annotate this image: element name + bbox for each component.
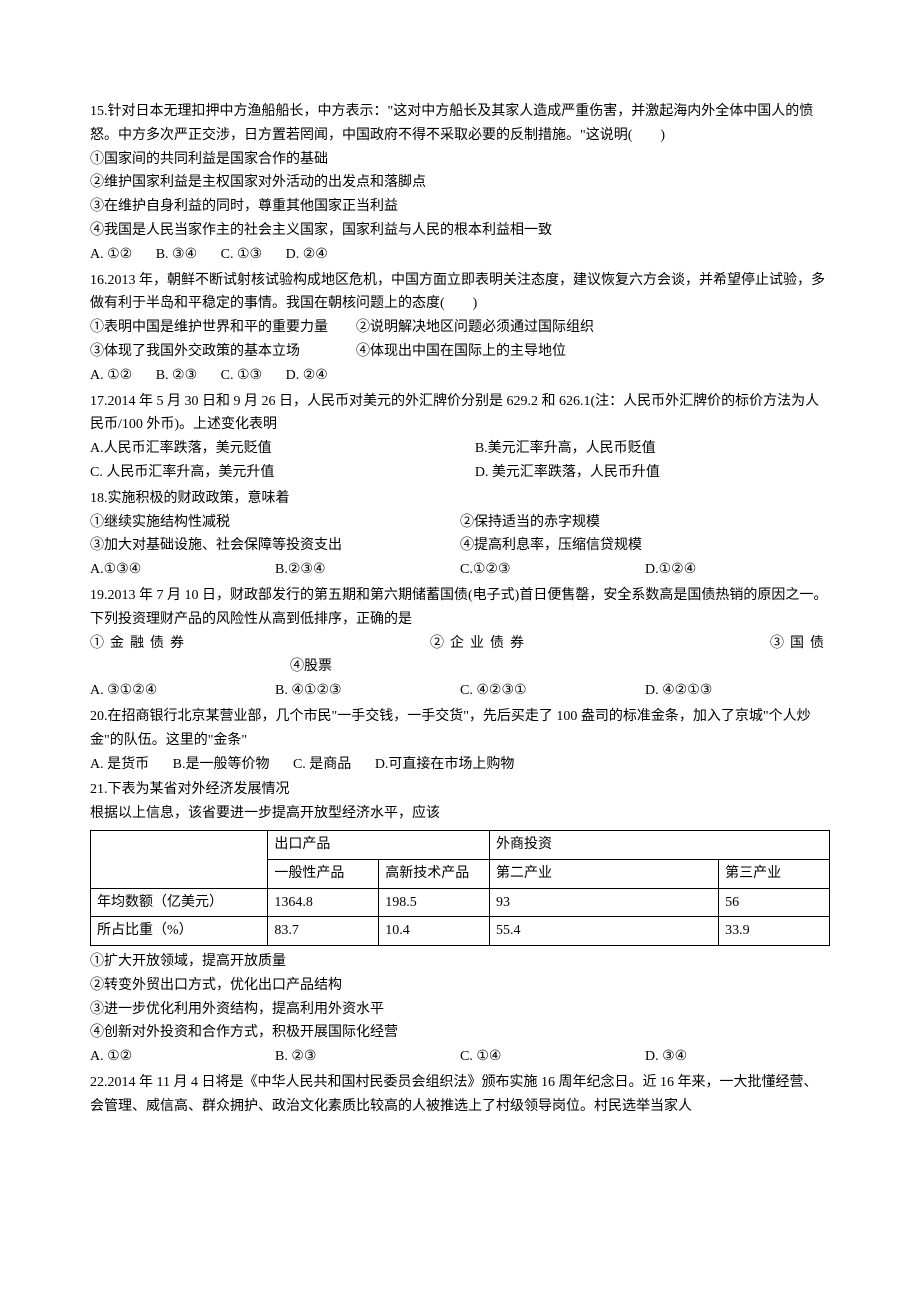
q19-opt-c: C. ④②③① xyxy=(460,679,645,703)
q17-stem: 17.2014 年 5 月 30 日和 9 月 26 日，人民币对美元的外汇牌价… xyxy=(90,390,830,438)
question-18: 18.实施积极的财政政策，意味着 ①继续实施结构性减税 ②保持适当的赤字规模 ③… xyxy=(90,487,830,582)
q18-s1: ①继续实施结构性减税 xyxy=(90,511,460,535)
q15-s2: ②维护国家利益是主权国家对外活动的出发点和落脚点 xyxy=(90,171,830,195)
q19-stem: 19.2013 年 7 月 10 日，财政部发行的第五期和第六期储蓄国债(电子式… xyxy=(90,584,830,632)
q17-opt-a: A.人民币汇率跌落，美元贬值 xyxy=(90,437,445,461)
q16-opt-d: D. ②④ xyxy=(286,368,328,383)
q18-options: A.①③④ B.②③④ C.①②③ D.①②④ xyxy=(90,558,830,582)
q18-opt-d: D.①②④ xyxy=(645,558,830,582)
q19-s4: ④股票 xyxy=(290,659,332,674)
r1-v0: 1364.8 xyxy=(268,888,379,917)
q18-opt-c: C.①②③ xyxy=(460,558,645,582)
th-ter: 第三产业 xyxy=(719,859,830,888)
q18-s4: ④提高利息率，压缩信贷规模 xyxy=(460,534,830,558)
q15-stem: 15.针对日本无理扣押中方渔船船长，中方表示："这对中方船长及其家人造成严重伤害… xyxy=(90,100,830,148)
q16-stem: 16.2013 年，朝鲜不断试射核试验构成地区危机，中国方面立即表明关注态度，建… xyxy=(90,269,830,317)
q20-opt-d: D.可直接在市场上购物 xyxy=(375,757,515,772)
r1-v3: 56 xyxy=(719,888,830,917)
th-hitech: 高新技术产品 xyxy=(379,859,490,888)
r1-label: 年均数额（亿美元） xyxy=(91,888,268,917)
r2-v2: 55.4 xyxy=(490,917,719,946)
q18-r1: ①继续实施结构性减税 ②保持适当的赤字规模 xyxy=(90,511,830,535)
r2-v3: 33.9 xyxy=(719,917,830,946)
q17-opt-b: B.美元汇率升高，人民币贬值 xyxy=(475,437,830,461)
table-row: 年均数额（亿美元） 1364.8 198.5 93 56 xyxy=(91,888,830,917)
r2-v0: 83.7 xyxy=(268,917,379,946)
q15-s4: ④我国是人民当家作主的社会主义国家，国家利益与人民的根本利益相一致 xyxy=(90,219,830,243)
q22-stem: 22.2014 年 11 月 4 日将是《中华人民共和国村民委员会组织法》颁布实… xyxy=(90,1071,830,1119)
th-fdi: 外商投资 xyxy=(490,830,830,859)
q15-opt-c: C. ①③ xyxy=(221,247,262,262)
q21-opt-c: C. ①④ xyxy=(460,1045,645,1069)
q18-s3: ③加大对基础设施、社会保障等投资支出 xyxy=(90,534,460,558)
q21-opt-d: D. ③④ xyxy=(645,1045,830,1069)
q21-table: 出口产品 外商投资 一般性产品 高新技术产品 第二产业 第三产业 年均数额（亿美… xyxy=(90,830,830,946)
q20-opt-b: B.是一般等价物 xyxy=(173,757,270,772)
question-22: 22.2014 年 11 月 4 日将是《中华人民共和国村民委员会组织法》颁布实… xyxy=(90,1071,830,1119)
q21-stem1: 21.下表为某省对外经济发展情况 xyxy=(90,778,830,802)
q15-options: A. ①② B. ③④ C. ①③ D. ②④ xyxy=(90,243,830,267)
q15-opt-b: B. ③④ xyxy=(156,247,197,262)
q19-items-2: ④股票 xyxy=(90,655,830,679)
q19-s3: ③国债 xyxy=(770,632,830,656)
q20-opt-a: A. 是货币 xyxy=(90,757,149,772)
q16-s34: ③体现了我国外交政策的基本立场 ④体现出中国在国际上的主导地位 xyxy=(90,340,830,364)
q21-s2: ②转变外贸出口方式，优化出口产品结构 xyxy=(90,974,830,998)
q17-row2: C. 人民币汇率升高，美元升值 D. 美元汇率跌落，人民币升值 xyxy=(90,461,830,485)
question-15: 15.针对日本无理扣押中方渔船船长，中方表示："这对中方船长及其家人造成严重伤害… xyxy=(90,100,830,267)
q19-options: A. ③①②④ B. ④①②③ C. ④②③① D. ④②①③ xyxy=(90,679,830,703)
q16-options: A. ①② B. ②③ C. ①③ D. ②④ xyxy=(90,364,830,388)
q19-opt-b: B. ④①②③ xyxy=(275,679,460,703)
r2-v1: 10.4 xyxy=(379,917,490,946)
q17-opt-c: C. 人民币汇率升高，美元升值 xyxy=(90,461,445,485)
r2-label: 所占比重（%） xyxy=(91,917,268,946)
q21-stem2: 根据以上信息，该省要进一步提高开放型经济水平，应该 xyxy=(90,802,830,826)
table-row: 出口产品 外商投资 xyxy=(91,830,830,859)
q15-s3: ③在维护自身利益的同时，尊重其他国家正当利益 xyxy=(90,195,830,219)
table-row: 所占比重（%） 83.7 10.4 55.4 33.9 xyxy=(91,917,830,946)
th-general: 一般性产品 xyxy=(268,859,379,888)
question-21: 21.下表为某省对外经济发展情况 根据以上信息，该省要进一步提高开放型经济水平，… xyxy=(90,778,830,1069)
q16-opt-a: A. ①② xyxy=(90,368,132,383)
r1-v1: 198.5 xyxy=(379,888,490,917)
th-sec: 第二产业 xyxy=(490,859,719,888)
q21-s3: ③进一步优化利用外资结构，提高利用外资水平 xyxy=(90,998,830,1022)
q19-opt-a: A. ③①②④ xyxy=(90,679,275,703)
q20-options: A. 是货币 B.是一般等价物 C. 是商品 D.可直接在市场上购物 xyxy=(90,753,830,777)
q17-row1: A.人民币汇率跌落，美元贬值 B.美元汇率升高，人民币贬值 xyxy=(90,437,830,461)
th-export: 出口产品 xyxy=(268,830,490,859)
q19-s2: ②企业债券 xyxy=(430,632,530,656)
q19-items-1: ①金融债券 ②企业债券 ③国债 xyxy=(90,632,830,656)
q15-s1: ①国家间的共同利益是国家合作的基础 xyxy=(90,148,830,172)
q20-opt-c: C. 是商品 xyxy=(293,757,351,772)
q21-opt-b: B. ②③ xyxy=(275,1045,460,1069)
q18-opt-a: A.①③④ xyxy=(90,558,275,582)
question-19: 19.2013 年 7 月 10 日，财政部发行的第五期和第六期储蓄国债(电子式… xyxy=(90,584,830,703)
question-17: 17.2014 年 5 月 30 日和 9 月 26 日，人民币对美元的外汇牌价… xyxy=(90,390,830,485)
q21-opt-a: A. ①② xyxy=(90,1045,275,1069)
q16-s12: ①表明中国是维护世界和平的重要力量 ②说明解决地区问题必须通过国际组织 xyxy=(90,316,830,340)
question-20: 20.在招商银行北京某营业部，几个市民"一手交钱，一手交货"，先后买走了 100… xyxy=(90,705,830,776)
q21-s4: ④创新对外投资和合作方式，积极开展国际化经营 xyxy=(90,1021,830,1045)
q15-opt-d: D. ②④ xyxy=(286,247,328,262)
q15-opt-a: A. ①② xyxy=(90,247,132,262)
question-16: 16.2013 年，朝鲜不断试射核试验构成地区危机，中国方面立即表明关注态度，建… xyxy=(90,269,830,388)
q20-stem: 20.在招商银行北京某营业部，几个市民"一手交钱，一手交货"，先后买走了 100… xyxy=(90,705,830,753)
q18-stem: 18.实施积极的财政政策，意味着 xyxy=(90,487,830,511)
q18-r2: ③加大对基础设施、社会保障等投资支出 ④提高利息率，压缩信贷规模 xyxy=(90,534,830,558)
q21-options: A. ①② B. ②③ C. ①④ D. ③④ xyxy=(90,1045,830,1069)
q18-s2: ②保持适当的赤字规模 xyxy=(460,511,830,535)
q16-opt-b: B. ②③ xyxy=(156,368,197,383)
r1-v2: 93 xyxy=(490,888,719,917)
q19-s1: ①金融债券 xyxy=(90,632,190,656)
q17-opt-d: D. 美元汇率跌落，人民币升值 xyxy=(475,461,830,485)
q21-s1: ①扩大开放领域，提高开放质量 xyxy=(90,950,830,974)
q19-opt-d: D. ④②①③ xyxy=(645,679,830,703)
q18-opt-b: B.②③④ xyxy=(275,558,460,582)
q16-opt-c: C. ①③ xyxy=(221,368,262,383)
